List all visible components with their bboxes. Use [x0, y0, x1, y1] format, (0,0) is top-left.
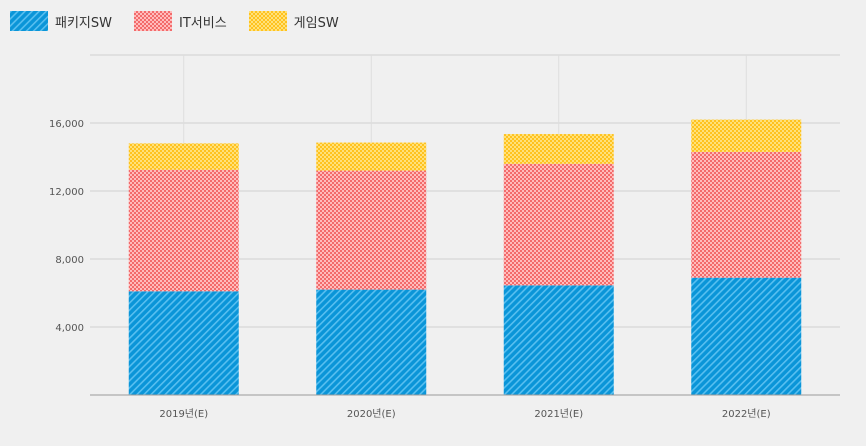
legend: 패키지SW IT서비스 게임SW: [10, 9, 361, 33]
bar-segment-0-0: [128, 291, 239, 395]
bar-segment-2-3: [691, 119, 802, 152]
bar-segment-2-0: [128, 143, 239, 170]
y-tick-label: 8,000: [55, 255, 84, 266]
legend-label-it-service: IT서비스: [179, 15, 227, 31]
x-tick-label: 2022년(E): [722, 408, 771, 420]
bar-segment-0-1: [316, 289, 427, 395]
legend-label-package-sw: 패키지SW: [55, 15, 112, 31]
bar-segment-0-2: [503, 285, 614, 395]
legend-item-game-sw: 게임SW: [248, 11, 339, 31]
bar-segment-2-2: [503, 134, 614, 164]
legend-item-it-service: IT서비스: [134, 11, 227, 31]
y-tick-label: 4,000: [55, 323, 84, 334]
bars: [128, 119, 802, 395]
x-tick-label: 2019년(E): [159, 408, 208, 420]
legend-item-package-sw: 패키지SW: [10, 11, 112, 31]
legend-label-game-sw: 게임SW: [293, 15, 339, 31]
bar-segment-1-0: [128, 169, 239, 292]
y-tick-label: 12,000: [49, 187, 84, 198]
bar-segment-0-3: [691, 277, 802, 395]
legend-swatch-package-sw: [10, 11, 48, 31]
axes: 4,000 8,000 12,000 16,000 2019년(E) 2020년(E) 20…: [49, 119, 840, 420]
bar-segment-1-1: [316, 170, 427, 290]
x-tick-label: 2021년(E): [534, 408, 583, 420]
y-tick-label: 16,000: [49, 119, 84, 130]
legend-swatch-it-service: [134, 11, 172, 31]
x-tick-label: 2020년(E): [347, 408, 396, 420]
bar-segment-1-3: [691, 151, 802, 278]
bar-segment-1-2: [503, 163, 614, 286]
bar-segment-2-1: [316, 142, 427, 171]
legend-swatch-game-sw: [248, 11, 287, 31]
